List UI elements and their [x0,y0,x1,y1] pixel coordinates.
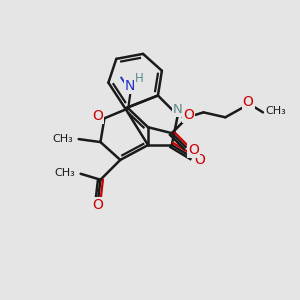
Text: O: O [188,143,199,157]
Text: O: O [92,109,103,123]
Text: H: H [179,110,188,120]
Text: O: O [92,199,103,212]
Text: O: O [183,108,194,122]
Text: CH₃: CH₃ [54,168,75,178]
Text: H: H [135,72,143,85]
Text: N: N [173,103,183,116]
Text: N: N [125,79,135,93]
Text: O: O [194,153,205,167]
Text: O: O [243,95,254,110]
Text: CH₃: CH₃ [266,106,286,116]
Text: CH₃: CH₃ [52,134,73,144]
